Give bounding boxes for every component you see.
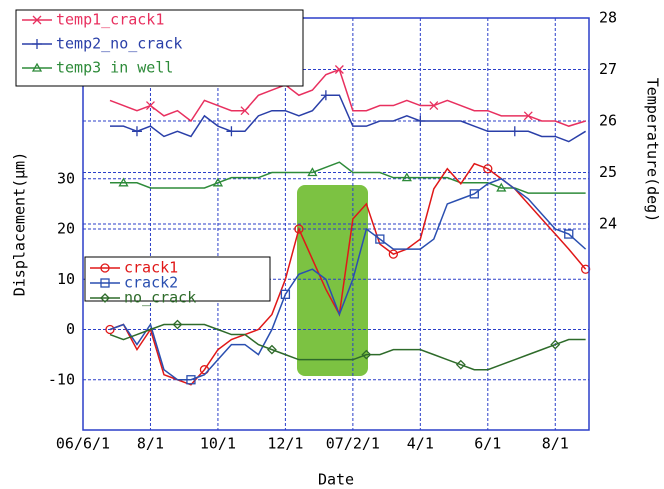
- marker: [523, 111, 533, 121]
- x-tick-label: 6/1: [474, 435, 501, 453]
- marker: [146, 101, 155, 111]
- x-tick-label: 8/1: [542, 435, 569, 453]
- x-tick-label: 12/1: [267, 435, 303, 453]
- x-tick-label: 06/6/1: [56, 435, 110, 453]
- x-tick-label: 10/1: [200, 435, 236, 453]
- series-line: [109, 323, 586, 371]
- y2-tick-label: 26: [599, 112, 617, 130]
- y2-axis-label: Temperature(deg): [644, 78, 662, 223]
- marker: [280, 289, 291, 299]
- marker: [361, 349, 372, 360]
- legend-label: crack1: [124, 259, 178, 277]
- x-tick-label: 8/1: [137, 435, 164, 453]
- marker: [226, 126, 237, 137]
- marker: [401, 172, 412, 182]
- marker: [131, 126, 142, 137]
- marker: [212, 177, 224, 187]
- marker: [550, 339, 561, 350]
- y2-tick-label: 24: [599, 215, 617, 233]
- y2-tick-label: 28: [599, 9, 617, 27]
- marker: [266, 344, 277, 355]
- x-axis-label: Date: [318, 471, 354, 489]
- marker: [294, 224, 304, 234]
- legend-box: [84, 256, 271, 302]
- marker: [100, 293, 110, 303]
- marker: [118, 177, 129, 187]
- y-axis-label: Displacement(μm): [11, 152, 29, 297]
- marker: [240, 106, 250, 116]
- y2-tick-label: 25: [599, 163, 617, 181]
- y-tick-label: -10: [48, 370, 75, 388]
- marker: [100, 278, 110, 288]
- x-tick-label: 4/1: [407, 435, 434, 453]
- marker: [483, 164, 493, 174]
- y-tick-label: 0: [66, 320, 75, 338]
- y-tick-label: 20: [57, 220, 75, 238]
- series-line: [109, 94, 587, 143]
- series-line: [109, 68, 586, 127]
- marker: [186, 375, 196, 385]
- legend-label: temp2_no_crack: [56, 35, 182, 53]
- y-tick-label: 10: [57, 270, 75, 288]
- series-line: [109, 177, 587, 381]
- legend-label: temp1_crack1: [56, 11, 164, 29]
- marker: [469, 189, 479, 199]
- marker: [32, 39, 42, 49]
- x-tick-label: 07/2/1: [326, 435, 380, 453]
- marker: [100, 263, 110, 273]
- y-tick-label: 30: [57, 169, 75, 187]
- marker: [415, 116, 426, 126]
- marker: [31, 62, 43, 72]
- marker: [320, 90, 331, 101]
- marker: [105, 324, 115, 335]
- marker: [496, 182, 507, 192]
- legend-label: temp3 in well: [56, 59, 173, 77]
- legend-box: [15, 9, 304, 87]
- marker: [455, 359, 466, 370]
- marker: [564, 229, 574, 239]
- legend-label: crack2: [124, 274, 178, 292]
- marker: [429, 101, 439, 111]
- marker: [172, 319, 183, 330]
- marker: [388, 249, 398, 259]
- marker: [307, 167, 318, 177]
- plot-frame: [82, 17, 590, 431]
- legend-label: no_crack: [124, 289, 196, 307]
- marker: [32, 15, 42, 25]
- marker: [334, 65, 344, 74]
- y2-tick-label: 27: [599, 60, 617, 78]
- marker: [509, 126, 520, 137]
- marker: [375, 234, 385, 244]
